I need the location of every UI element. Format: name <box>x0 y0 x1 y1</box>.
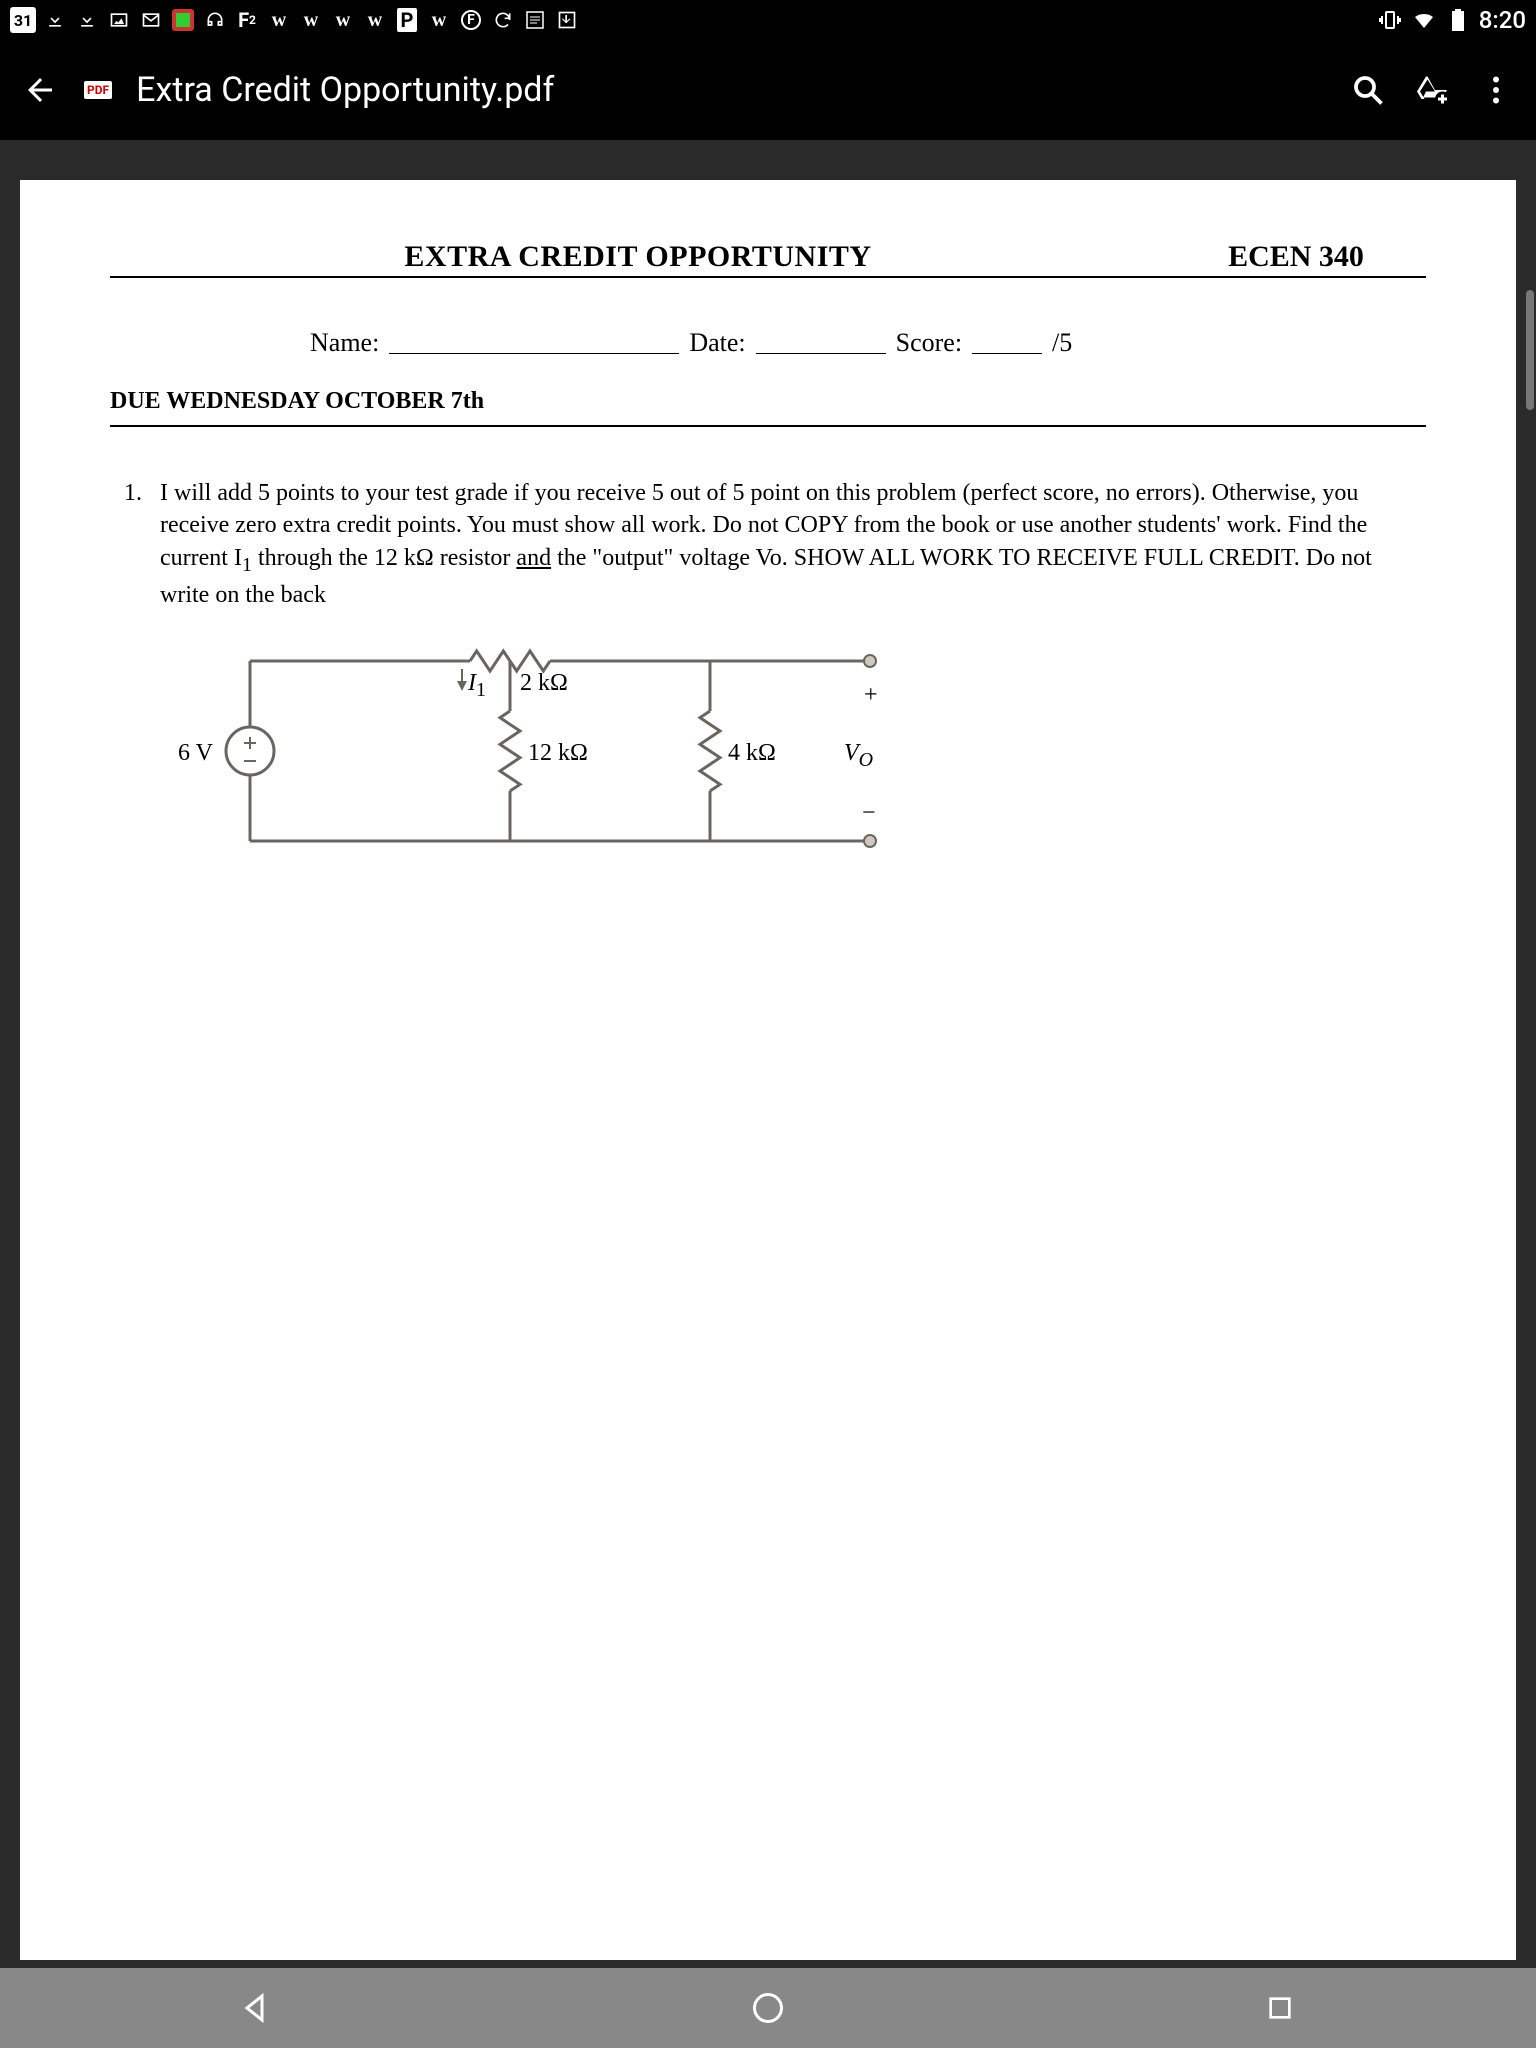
wattpad-icon: w <box>330 7 356 33</box>
pdf-page: EXTRA CREDIT OPPORTUNITY ECEN 340 Name: … <box>20 180 1516 1960</box>
wattpad-icon: w <box>266 7 292 33</box>
info-row: Name: Date: Score: /5 <box>110 328 1426 358</box>
nav-home-button[interactable] <box>738 1978 798 2038</box>
date-label: Date: <box>689 328 745 358</box>
name-label: Name: <box>310 328 379 358</box>
r-4k-label: 4 kΩ <box>728 737 776 769</box>
app-title: Extra Credit Opportunity.pdf <box>136 70 1324 110</box>
question-text: I will add 5 points to your test grade i… <box>160 477 1426 871</box>
android-status-bar: 31 F2 w w w w P w F <box>0 0 1536 40</box>
circuit-diagram: 6 V I1 2 kΩ 12 kΩ 4 kΩ + VO − <box>170 631 910 871</box>
scrollbar[interactable] <box>1526 290 1534 410</box>
drive-add-button[interactable] <box>1412 70 1452 110</box>
refresh-icon <box>490 7 516 33</box>
p-icon: P <box>394 7 420 33</box>
download-box-icon <box>554 7 580 33</box>
status-tray-right: 8:20 <box>1377 6 1526 34</box>
search-button[interactable] <box>1348 70 1388 110</box>
nav-back-button[interactable] <box>226 1978 286 2038</box>
doc-course: ECEN 340 <box>1166 240 1426 274</box>
battery-icon <box>1445 7 1471 33</box>
status-tray-left: 31 F2 w w w w P w F <box>10 7 580 33</box>
due-line: DUE WEDNESDAY OCTOBER 7th <box>110 388 1426 427</box>
date-blank <box>756 328 886 354</box>
f-circle-icon: F <box>458 7 484 33</box>
score-denom: /5 <box>1052 328 1072 358</box>
f2-icon: F2 <box>234 7 260 33</box>
vo-plus: + <box>864 679 878 711</box>
r-2k-label: 2 kΩ <box>520 667 568 699</box>
doc-header: EXTRA CREDIT OPPORTUNITY ECEN 340 <box>110 240 1426 278</box>
score-label: Score: <box>896 328 962 358</box>
vo-label: VO <box>844 737 873 774</box>
document-viewport[interactable]: EXTRA CREDIT OPPORTUNITY ECEN 340 Name: … <box>0 140 1536 1968</box>
question-number: 1. <box>110 477 160 871</box>
vibrate-icon <box>1377 7 1403 33</box>
r-12k-label: 12 kΩ <box>528 737 588 769</box>
wattpad-icon: w <box>362 7 388 33</box>
wattpad-icon: w <box>426 7 452 33</box>
app-icon <box>170 7 196 33</box>
image-icon <box>106 7 132 33</box>
pdf-badge-icon: PDF <box>84 81 112 99</box>
wattpad-icon: w <box>298 7 324 33</box>
name-blank <box>389 328 679 354</box>
download-icon <box>74 7 100 33</box>
clock-text: 8:20 <box>1479 6 1526 34</box>
wifi-icon <box>1411 7 1437 33</box>
nav-recent-button[interactable] <box>1250 1978 1310 2038</box>
score-blank <box>972 328 1042 354</box>
download-icon <box>42 7 68 33</box>
doc-title: EXTRA CREDIT OPPORTUNITY <box>110 240 1166 274</box>
mail-icon <box>138 7 164 33</box>
more-button[interactable] <box>1476 70 1516 110</box>
headphones-icon <box>202 7 228 33</box>
doc-icon <box>522 7 548 33</box>
back-button[interactable] <box>20 70 60 110</box>
app-bar: PDF Extra Credit Opportunity.pdf <box>0 40 1536 140</box>
calendar-icon: 31 <box>10 7 36 33</box>
android-nav-bar <box>0 1968 1536 2048</box>
question-1: 1. I will add 5 points to your test grad… <box>110 477 1426 871</box>
vo-minus: − <box>862 797 876 829</box>
source-6v-label: 6 V <box>178 737 213 769</box>
i1-label: I1 <box>468 667 486 704</box>
